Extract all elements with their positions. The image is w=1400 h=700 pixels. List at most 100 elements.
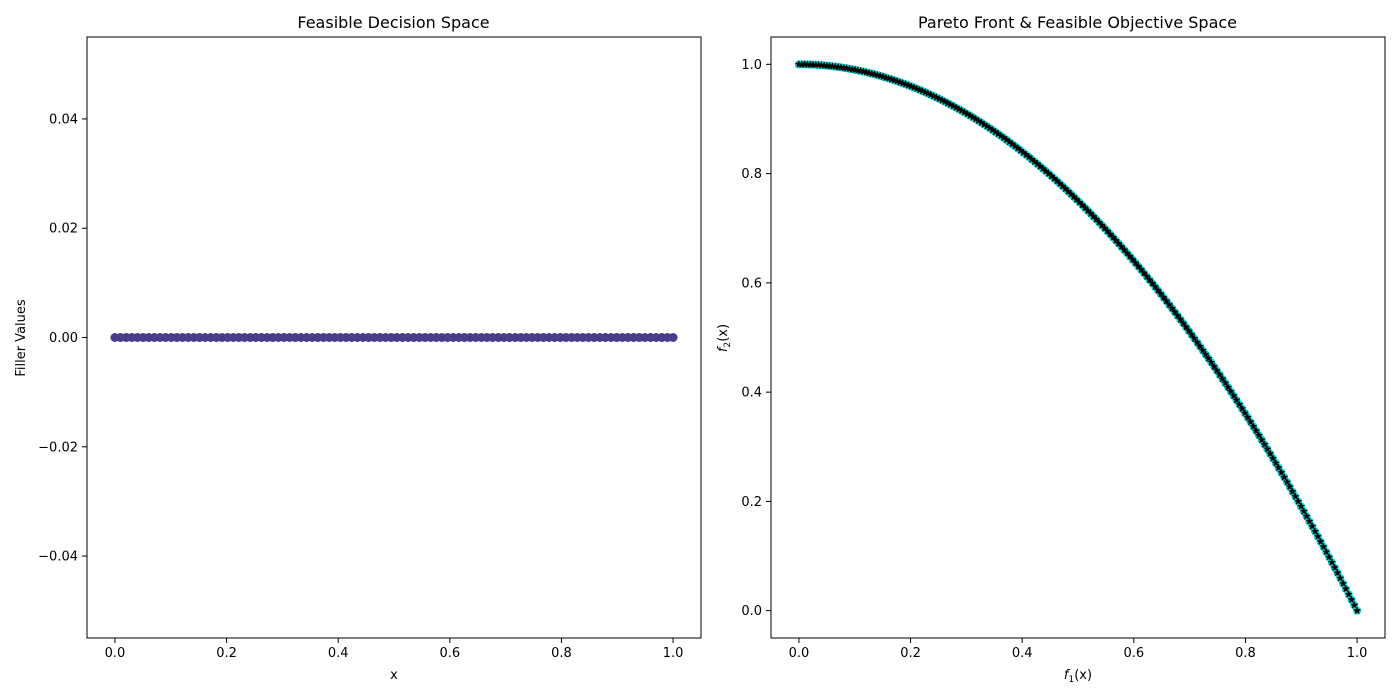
objective-space-x-tick-label: 0.2 [900, 646, 921, 661]
pareto-front-point [1226, 387, 1235, 395]
objective-space-x-tick-label: 1.0 [1347, 646, 1368, 661]
pareto-front-point [1229, 391, 1238, 400]
pareto-front-point [963, 109, 972, 118]
pareto-front-point [1201, 350, 1210, 358]
pareto-front-point [1232, 395, 1241, 404]
pareto-front-point [923, 89, 932, 97]
decision-space-y-tick-label: −0.02 [38, 440, 78, 455]
pareto-front-point [1257, 435, 1266, 444]
pareto-front-point [1024, 152, 1033, 161]
pareto-front-point [1235, 400, 1244, 408]
objective-space-y-tick-label: 0.0 [741, 604, 762, 619]
objective-space-y-tick-label: 0.6 [741, 276, 762, 291]
pareto-front-point [971, 114, 980, 123]
objective-space-y-ticks: 0.0 0.2 0.4 0.6 0.8 1.0 [741, 58, 771, 619]
objective-space-y-tick-label: 0.2 [741, 495, 762, 510]
pareto-front-point [1078, 200, 1087, 209]
pareto-front-point [1215, 370, 1224, 379]
pareto-front-point [1291, 492, 1300, 500]
pareto-front-point [999, 133, 1008, 142]
pareto-front-point [949, 101, 958, 110]
pareto-front-point [1198, 346, 1207, 354]
pareto-front-point [1252, 426, 1261, 435]
pareto-front-point [1243, 413, 1252, 421]
pareto-front-point [940, 97, 949, 106]
pareto-front-point [898, 79, 907, 87]
pareto-front-point [1350, 601, 1359, 609]
decision-space-x-tick-label: 0.4 [328, 646, 349, 661]
pareto-front-point [1081, 203, 1090, 212]
pareto-front-point [1142, 272, 1151, 280]
pareto-front-point [1327, 558, 1336, 566]
pareto-front-point [1196, 342, 1205, 350]
objective-space-y-tick-label: 0.4 [741, 386, 762, 401]
pareto-front-point [1193, 338, 1202, 346]
pareto-front-point [1339, 579, 1348, 587]
objective-space-x-tick-label: 0.0 [789, 646, 810, 661]
pareto-front-point [1285, 482, 1294, 491]
decision-space-x-tick-label: 1.0 [663, 646, 684, 661]
pareto-front-point [1313, 532, 1322, 540]
decision-space-x-tick-label: 0.0 [105, 646, 126, 661]
decision-space-y-label: Filler Values [14, 299, 29, 377]
pareto-front-point [1005, 137, 1014, 146]
pareto-front-point [994, 129, 1003, 138]
decision-space-x-tick-label: 0.2 [216, 646, 237, 661]
pareto-front-point [1083, 206, 1092, 215]
pareto-front-point [1041, 166, 1050, 175]
pareto-front-point [1187, 330, 1196, 339]
pareto-front-point [895, 78, 904, 86]
pareto-front-point [1302, 512, 1311, 520]
pareto-front-point [929, 91, 938, 100]
pareto-front-point [1117, 242, 1126, 251]
pareto-front-point [1153, 286, 1162, 294]
pareto-front-point [1103, 227, 1112, 235]
pareto-front-point [996, 131, 1005, 140]
pareto-front-point [1151, 282, 1160, 291]
pareto-front-point [904, 81, 913, 89]
pareto-front-point [1027, 155, 1036, 163]
decision-space-y-tick-label: 0.04 [49, 112, 78, 127]
decision-space-y-tick-label: 0.00 [49, 331, 78, 346]
pareto-front-point [1210, 362, 1219, 370]
pareto-front-point [1212, 366, 1221, 375]
pareto-front-point [1319, 542, 1328, 551]
decision-point [668, 333, 678, 342]
pareto-front-point [1064, 187, 1073, 195]
pareto-front-point [954, 104, 963, 113]
pareto-front-point [1162, 296, 1171, 305]
objective-space-y-tick-label: 1.0 [741, 58, 762, 73]
objective-space-x-tick-label: 0.8 [1235, 646, 1256, 661]
pareto-front-point [1095, 218, 1104, 226]
pareto-front-point [937, 96, 946, 104]
pareto-front-point [1167, 304, 1176, 312]
pareto-front-point [982, 122, 991, 130]
pareto-front-point [926, 90, 935, 99]
pareto-front-point [1052, 176, 1061, 185]
pareto-front-point [991, 127, 1000, 136]
pareto-front-point [912, 84, 921, 93]
pareto-front-point [1156, 289, 1165, 298]
pareto-front-point [915, 85, 924, 94]
pareto-front-point [909, 83, 918, 91]
pareto-front-point [1050, 174, 1059, 182]
pareto-front-point [957, 106, 966, 115]
pareto-front-point [901, 80, 910, 88]
pareto-front-point [951, 103, 960, 111]
pareto-front-point [893, 77, 902, 85]
pareto-front-point [1139, 268, 1148, 277]
pareto-front-point [1353, 606, 1362, 615]
pareto-front-point [1058, 182, 1067, 190]
decision-space-y-ticks: −0.04 −0.02 0.00 0.02 0.04 [38, 112, 87, 565]
pareto-front-point [1204, 354, 1213, 362]
pareto-front-point [1277, 468, 1286, 476]
objective-space-x-tick-label: 0.4 [1012, 646, 1033, 661]
objective-space-axes-frame [770, 36, 1386, 639]
pareto-front-point [1072, 195, 1081, 203]
pareto-front-point [1016, 146, 1025, 154]
pareto-front-point [1159, 293, 1168, 301]
pareto-front-point [1137, 265, 1146, 274]
pareto-front-point [980, 120, 989, 128]
pareto-front-point [1268, 454, 1277, 462]
